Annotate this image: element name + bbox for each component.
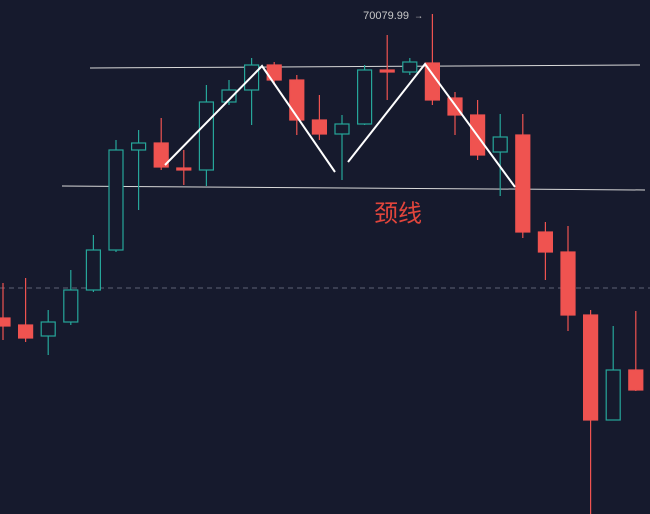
max-price-label: 70079.99 (363, 10, 409, 22)
candle-body (18, 324, 34, 339)
candle-body (63, 289, 79, 323)
candle-body (176, 167, 192, 171)
candle-body (515, 134, 531, 233)
candle-body (582, 314, 599, 421)
candle-body (357, 69, 373, 125)
candle-body (560, 251, 576, 316)
neckline-label: 颈线 (374, 200, 422, 227)
neckline (61, 185, 646, 191)
pattern-line (164, 64, 336, 173)
candle-body (221, 89, 237, 103)
candle-body (40, 321, 56, 337)
candle-body (537, 231, 554, 253)
candle-body (198, 101, 214, 171)
candle-body (0, 317, 11, 327)
candle-body (492, 136, 508, 153)
candle-body (402, 61, 418, 73)
candle-body (605, 369, 621, 421)
candle-body (153, 142, 169, 168)
max-price-arrow: → (414, 10, 423, 20)
candle-body (379, 69, 395, 73)
candle-body (424, 62, 440, 101)
candle-body (628, 369, 644, 391)
candle-body (311, 119, 327, 135)
candle-body (85, 249, 102, 291)
candles (0, 14, 644, 514)
candle-body (108, 149, 124, 251)
pattern-line (347, 62, 516, 188)
candle-body (289, 79, 305, 121)
candle-body (131, 142, 147, 151)
candle-body (334, 123, 350, 135)
